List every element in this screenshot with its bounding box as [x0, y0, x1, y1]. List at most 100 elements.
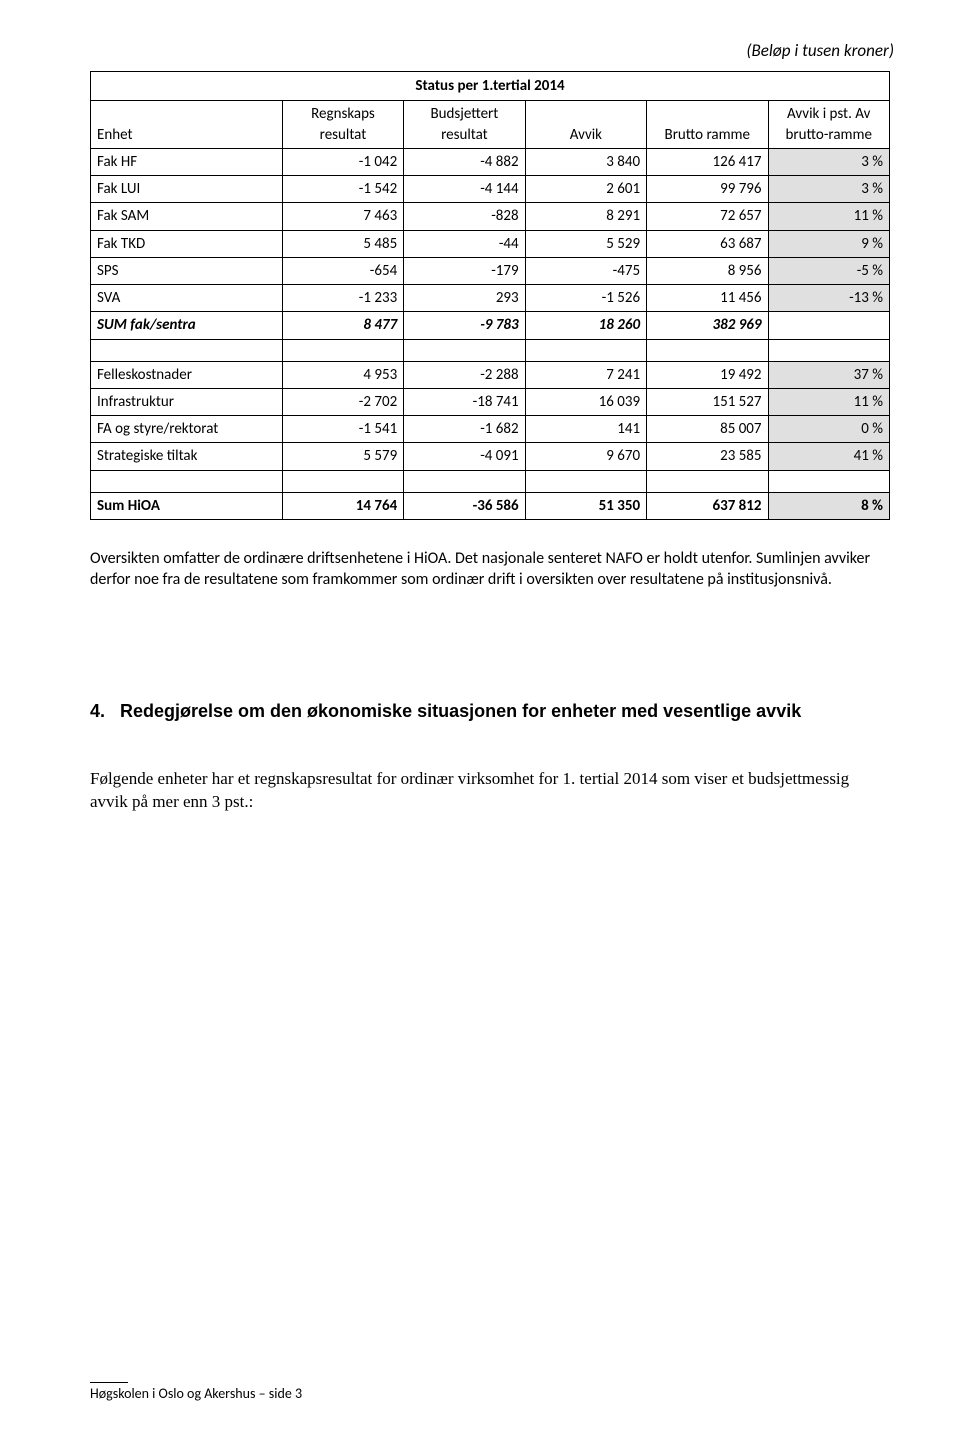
col-header: Avvik: [525, 101, 646, 149]
data-cell: 4 953: [282, 361, 403, 388]
data-cell: 11 456: [647, 285, 768, 312]
data-cell: -1 233: [282, 285, 403, 312]
table-row: Fak SAM7 463-8288 29172 65711 %: [91, 203, 890, 230]
table-title-row: Status per 1.tertial 2014: [91, 72, 890, 101]
table-row: SPS-654-179-4758 956-5 %: [91, 257, 890, 284]
table-row: Infrastruktur-2 702-18 74116 039151 5271…: [91, 388, 890, 415]
closing-paragraph: Følgende enheter har et regnskapsresulta…: [90, 768, 890, 814]
table-row: Fak TKD5 485-445 52963 6879 %: [91, 230, 890, 257]
data-cell: 5 529: [525, 230, 646, 257]
data-cell: 18 260: [525, 312, 646, 339]
data-cell: 293: [404, 285, 525, 312]
data-cell: -654: [282, 257, 403, 284]
data-cell: 382 969: [647, 312, 768, 339]
data-cell: -5 %: [768, 257, 890, 284]
sum-cell: 8 %: [768, 492, 890, 519]
col-header: Avvik i pst. Av brutto-ramme: [768, 101, 890, 149]
data-cell: 0 %: [768, 416, 890, 443]
col-header: Budsjettert resultat: [404, 101, 525, 149]
data-cell: 126 417: [647, 148, 768, 175]
data-cell: -13 %: [768, 285, 890, 312]
data-cell: 8 291: [525, 203, 646, 230]
table-row: FA og styre/rektorat-1 541-1 68214185 00…: [91, 416, 890, 443]
data-cell: 7 463: [282, 203, 403, 230]
data-cell: -18 741: [404, 388, 525, 415]
data-cell: [768, 312, 890, 339]
row-label: Fak TKD: [91, 230, 283, 257]
row-label: Fak LUI: [91, 176, 283, 203]
table-row: SVA-1 233293-1 52611 456-13 %: [91, 285, 890, 312]
data-cell: 8 956: [647, 257, 768, 284]
row-label: Fak SAM: [91, 203, 283, 230]
data-cell: 2 601: [525, 176, 646, 203]
table-row: Strategiske tiltak5 579-4 0919 67023 585…: [91, 443, 890, 470]
col-header: Regnskaps resultat: [282, 101, 403, 149]
data-cell: 7 241: [525, 361, 646, 388]
data-cell: 9 %: [768, 230, 890, 257]
data-cell: 37 %: [768, 361, 890, 388]
data-cell: 151 527: [647, 388, 768, 415]
col-header: Brutto ramme: [647, 101, 768, 149]
data-cell: 5 485: [282, 230, 403, 257]
section-title: Redegjørelse om den økonomiske situasjon…: [120, 701, 890, 722]
data-cell: 85 007: [647, 416, 768, 443]
data-cell: 11 %: [768, 388, 890, 415]
spacer-row: [91, 470, 890, 492]
data-cell: 23 585: [647, 443, 768, 470]
data-cell: -2 702: [282, 388, 403, 415]
body-paragraph: Oversikten omfatter de ordinære driftsen…: [90, 548, 890, 591]
sum-cell: -36 586: [404, 492, 525, 519]
financial-table: Status per 1.tertial 2014 Enhet Regnskap…: [90, 71, 890, 520]
data-cell: 16 039: [525, 388, 646, 415]
page-footer: Høgskolen i Oslo og Akershus – side 3: [90, 1382, 302, 1402]
header-row: Enhet Regnskaps resultat Budsjettert res…: [91, 101, 890, 149]
data-cell: -1 541: [282, 416, 403, 443]
row-label: Infrastruktur: [91, 388, 283, 415]
data-cell: 5 579: [282, 443, 403, 470]
row-label: Fak HF: [91, 148, 283, 175]
data-cell: 11 %: [768, 203, 890, 230]
data-cell: 9 670: [525, 443, 646, 470]
row-label: SVA: [91, 285, 283, 312]
data-cell: 19 492: [647, 361, 768, 388]
row-label: SPS: [91, 257, 283, 284]
data-cell: -2 288: [404, 361, 525, 388]
spacer-row: [91, 339, 890, 361]
data-cell: 63 687: [647, 230, 768, 257]
row-label: FA og styre/rektorat: [91, 416, 283, 443]
data-cell: -475: [525, 257, 646, 284]
row-label: SUM fak/sentra: [91, 312, 283, 339]
sum-label: Sum HiOA: [91, 492, 283, 519]
data-cell: -44: [404, 230, 525, 257]
data-cell: -4 882: [404, 148, 525, 175]
sum-cell: 51 350: [525, 492, 646, 519]
sum-cell: 14 764: [282, 492, 403, 519]
data-cell: 8 477: [282, 312, 403, 339]
col-header: Enhet: [91, 101, 283, 149]
data-cell: -4 091: [404, 443, 525, 470]
data-cell: -4 144: [404, 176, 525, 203]
data-cell: -828: [404, 203, 525, 230]
data-cell: 141: [525, 416, 646, 443]
data-cell: -9 783: [404, 312, 525, 339]
footer-text: Høgskolen i Oslo og Akershus – side 3: [90, 1385, 302, 1402]
table-row: Felleskostnader4 953-2 2887 24119 49237 …: [91, 361, 890, 388]
data-cell: 3 %: [768, 148, 890, 175]
table-row: Fak HF-1 042-4 8823 840126 4173 %: [91, 148, 890, 175]
row-label: Felleskostnader: [91, 361, 283, 388]
section-number: 4.: [90, 701, 120, 722]
data-cell: -1 042: [282, 148, 403, 175]
section-heading: 4. Redegjørelse om den økonomiske situas…: [90, 701, 890, 722]
data-cell: 3 %: [768, 176, 890, 203]
data-cell: 41 %: [768, 443, 890, 470]
data-cell: -179: [404, 257, 525, 284]
data-cell: -1 682: [404, 416, 525, 443]
sum-row: Sum HiOA 14 764 -36 586 51 350 637 812 8…: [91, 492, 890, 519]
data-cell: 72 657: [647, 203, 768, 230]
data-cell: 3 840: [525, 148, 646, 175]
data-cell: 99 796: [647, 176, 768, 203]
table-row: Fak LUI-1 542-4 1442 60199 7963 %: [91, 176, 890, 203]
table-caption: (Beløp i tusen kroner): [90, 40, 894, 61]
table-row: SUM fak/sentra8 477-9 78318 260382 969: [91, 312, 890, 339]
footer-rule: [90, 1382, 128, 1383]
